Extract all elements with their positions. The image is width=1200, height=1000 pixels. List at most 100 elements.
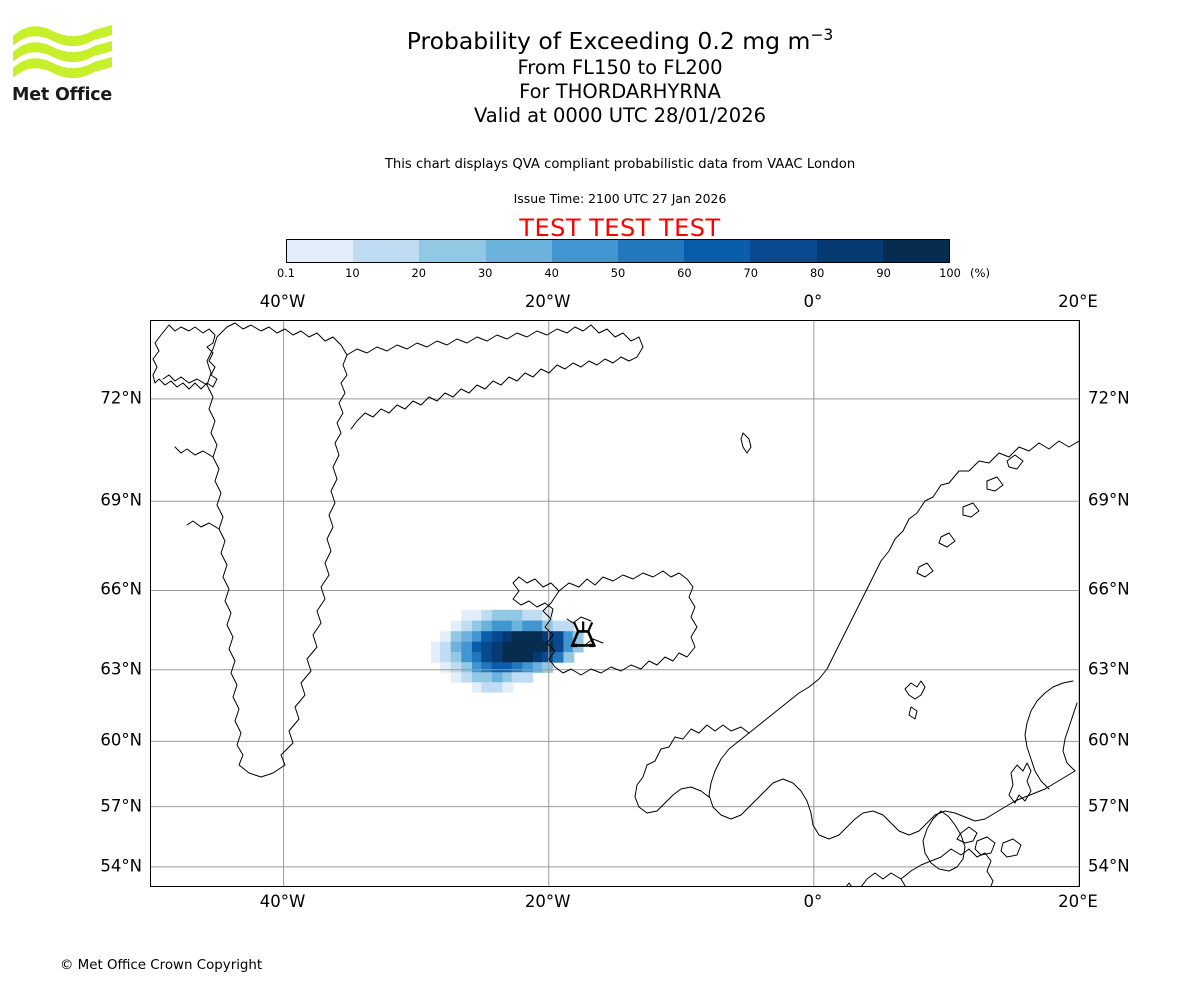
plume-cell bbox=[563, 652, 575, 663]
met-office-wordmark: Met Office bbox=[12, 85, 113, 105]
colorbar-band-9 bbox=[882, 240, 950, 262]
plume-cell bbox=[481, 641, 493, 653]
coast-orkney bbox=[956, 826, 978, 844]
plume-cell bbox=[440, 631, 451, 643]
plume-cell bbox=[522, 652, 534, 663]
plume-cell bbox=[522, 662, 534, 673]
colorbar-unit-label: (%) bbox=[970, 266, 991, 280]
colorbar-tick-50: 50 bbox=[610, 266, 626, 280]
plume-cell bbox=[450, 652, 462, 663]
plume-cell bbox=[511, 620, 523, 632]
plume-cell bbox=[532, 662, 544, 673]
page-title: Probability of Exceeding 0.2 mg m−3 bbox=[150, 26, 1090, 56]
plume-cell bbox=[502, 609, 514, 622]
colorbar-band-1 bbox=[353, 240, 420, 262]
plume-cell bbox=[481, 652, 493, 663]
plume-cell bbox=[481, 620, 493, 632]
plume-cell bbox=[552, 631, 564, 643]
chart-title-block: Probability of Exceeding 0.2 mg m−3 From… bbox=[150, 26, 1090, 128]
coast-greenland-main bbox=[206, 322, 348, 778]
plume-cell bbox=[491, 652, 503, 663]
plume-cell bbox=[430, 641, 442, 653]
colorbar-tick-labels: 0.1 10 20 30 40 50 60 70 80 90 100 bbox=[277, 266, 961, 282]
coast-sweden-finland bbox=[1062, 702, 1078, 772]
plume-cell bbox=[502, 641, 514, 653]
axis-label-0°-top: 0° bbox=[803, 292, 823, 311]
plume-cell bbox=[532, 652, 544, 663]
coast-shetland bbox=[1008, 762, 1032, 804]
plume-cell bbox=[461, 652, 473, 663]
plume-cell bbox=[552, 620, 564, 632]
coast-iceland-westfjords bbox=[512, 576, 560, 618]
coast-norway bbox=[708, 440, 1079, 840]
plume-cell bbox=[522, 631, 534, 643]
coast-iceland-inlet-2 bbox=[584, 638, 604, 646]
plume-cell bbox=[491, 620, 503, 632]
colorbar-tick-100: 100 bbox=[939, 266, 961, 280]
plume-cell bbox=[511, 662, 523, 673]
volcano-name-line: For THORDARHYRNA bbox=[519, 80, 721, 103]
plume-cell bbox=[511, 652, 523, 663]
plume-cell bbox=[461, 609, 473, 622]
axis-label-40°W-bottom: 40°W bbox=[259, 892, 306, 911]
colorbar bbox=[286, 239, 950, 263]
plume-cell bbox=[502, 620, 514, 632]
volcano-marker-layer bbox=[570, 621, 597, 648]
plume-cell bbox=[563, 631, 575, 643]
coast-great-britain bbox=[900, 848, 994, 886]
coast-greenland-ne bbox=[350, 324, 644, 430]
coast-faroe bbox=[904, 680, 926, 720]
plume-cell bbox=[563, 620, 575, 632]
plume-cell bbox=[440, 662, 451, 673]
axis-label-69°N-left: 69°N bbox=[100, 490, 142, 510]
coast-norway-coastline-inner bbox=[634, 724, 750, 814]
plume-cell bbox=[440, 652, 451, 663]
plume-cell bbox=[502, 682, 514, 693]
page-title-exponent: −3 bbox=[810, 26, 834, 45]
plume-cell bbox=[572, 631, 584, 643]
plume-cell bbox=[522, 672, 534, 683]
plume-cell bbox=[471, 641, 483, 653]
colorbar-band-7 bbox=[750, 240, 817, 262]
colorbar-tick-70: 70 bbox=[743, 266, 759, 280]
coast-baltic bbox=[1024, 680, 1074, 790]
plume-cell bbox=[542, 652, 554, 663]
colorbar-tick-30: 30 bbox=[477, 266, 493, 280]
plume-cell bbox=[532, 620, 544, 632]
plume-cell bbox=[461, 672, 473, 683]
plume-cell bbox=[542, 641, 554, 653]
plume-cell bbox=[542, 662, 554, 673]
plume-cell bbox=[471, 652, 483, 663]
plume-cell bbox=[481, 672, 493, 683]
colorbar-tick-40: 40 bbox=[544, 266, 559, 280]
colorbar-band-5 bbox=[618, 240, 685, 262]
coast-iceland-inlet-1 bbox=[566, 616, 592, 624]
plume-cell bbox=[522, 620, 534, 632]
issue-time: Issue Time: 2100 UTC 27 Jan 2026 bbox=[513, 191, 727, 206]
plume-cell bbox=[572, 641, 584, 653]
colorbar-tick-80: 80 bbox=[809, 266, 825, 280]
colorbar-tick-60: 60 bbox=[677, 266, 692, 280]
plume-cell bbox=[440, 641, 451, 653]
plume-cell bbox=[542, 620, 554, 632]
coast-denmark bbox=[922, 810, 966, 872]
coast-greenland bbox=[152, 324, 218, 390]
plume-cell bbox=[522, 641, 534, 653]
plume-cell bbox=[491, 609, 503, 622]
coast-denmark-islands bbox=[974, 836, 1022, 858]
colorbar-tick-90: 90 bbox=[876, 266, 891, 280]
coast-greenland-fjords-3 bbox=[186, 520, 220, 530]
page-title-text: Probability of Exceeding 0.2 mg m bbox=[406, 27, 811, 55]
map-canvas bbox=[151, 321, 1079, 886]
axis-label-63°N-right: 63°N bbox=[1088, 659, 1130, 679]
axis-label-60°N-left: 60°N bbox=[100, 730, 142, 750]
coast-scotland-west bbox=[861, 872, 902, 886]
map-plot-area[interactable] bbox=[150, 320, 1080, 887]
axis-label-60°N-right: 60°N bbox=[1088, 730, 1130, 750]
plume-cell bbox=[522, 609, 534, 622]
coast-greenland-east-lobe bbox=[346, 324, 592, 356]
plume-cell bbox=[450, 620, 462, 632]
plume-cell bbox=[471, 609, 483, 622]
axis-label-66°N-left: 66°N bbox=[100, 579, 142, 599]
colorbar-tick-0.1: 0.1 bbox=[276, 266, 296, 280]
